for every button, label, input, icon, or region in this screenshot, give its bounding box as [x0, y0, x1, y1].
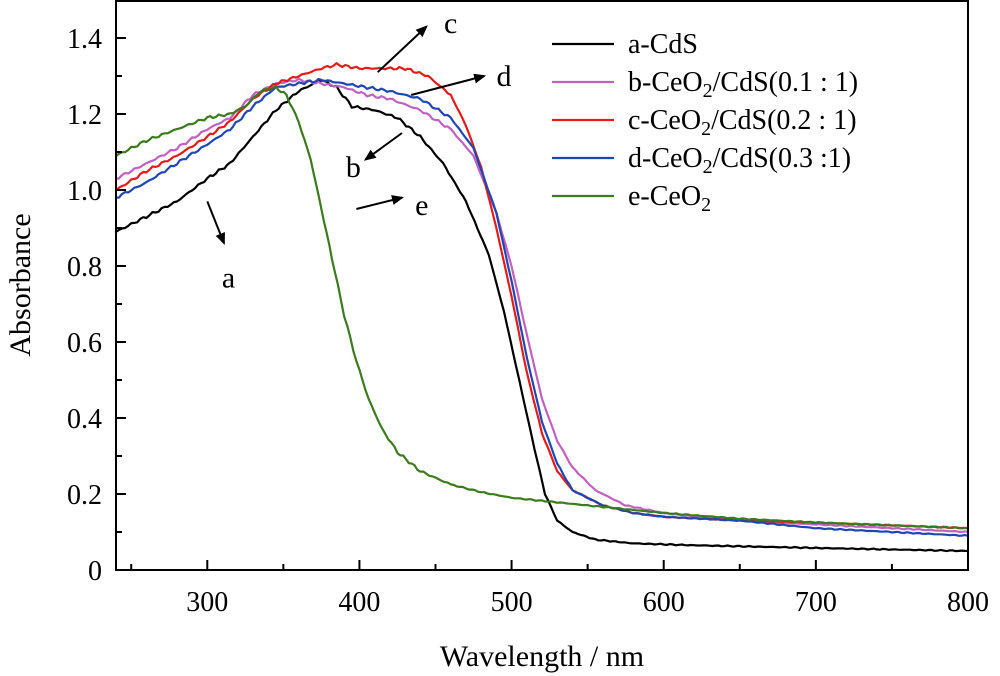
legend-label: b-CeO2/CdS(0.1 : 1) [628, 67, 858, 102]
series-layer [114, 62, 970, 553]
y-axis-title: Absorbance [4, 213, 37, 356]
annotation-layer: a b c d e [206, 7, 511, 294]
y-tick-label: 0.2 [67, 480, 102, 511]
y-tick-label: 1.0 [67, 176, 102, 207]
annotation-label-e: e [415, 189, 428, 222]
x-tick-label: 800 [947, 587, 989, 618]
annotation-label-d: d [496, 60, 511, 93]
x-tick-label: 600 [643, 587, 685, 618]
annotation-arrow-d [410, 73, 487, 96]
x-tick-label: 500 [491, 587, 533, 618]
series-line-e [114, 84, 970, 530]
annotation-label-a: a [222, 261, 235, 294]
x-tick-label: 700 [795, 587, 837, 618]
annotation-arrow-b [363, 132, 403, 161]
annotation-arrow-a [206, 201, 225, 246]
annotation-label-b: b [346, 151, 361, 184]
x-tick-label: 300 [186, 587, 228, 618]
x-tick-label: 400 [338, 587, 380, 618]
series-line-a [114, 79, 970, 553]
y-tick-label: 0 [88, 556, 102, 587]
y-tick-label: 0.4 [67, 404, 102, 435]
legend-label: d-CeO2/CdS(0.3 :1) [628, 143, 851, 178]
legend-label: a-CdS [628, 29, 698, 60]
y-tick-label: 0.8 [67, 252, 102, 283]
series-line-d [114, 77, 970, 537]
annotation-label-c: c [444, 7, 457, 40]
legend-label: e-CeO2 [628, 181, 711, 216]
tick-layer: 300 400 500 600 700 800 0 0.2 0.4 0.6 0.8 1.0 1.2 1.4 [67, 0, 989, 618]
legend-label: c-CeO2/CdS(0.2 : 1) [628, 105, 857, 140]
x-axis-title: Wavelength / nm [440, 640, 644, 673]
y-tick-label: 0.6 [67, 328, 102, 359]
series-line-b [114, 77, 970, 534]
annotation-arrow-e [356, 195, 404, 210]
plot-frame [115, 0, 969, 571]
y-tick-label: 1.4 [67, 24, 102, 55]
y-tick-label: 1.2 [67, 100, 102, 131]
annotation-arrow-c [377, 25, 428, 73]
legend: a-CdS b-CeO2/CdS(0.1 : 1)c-CeO2/CdS(0.2 :… [552, 29, 858, 216]
